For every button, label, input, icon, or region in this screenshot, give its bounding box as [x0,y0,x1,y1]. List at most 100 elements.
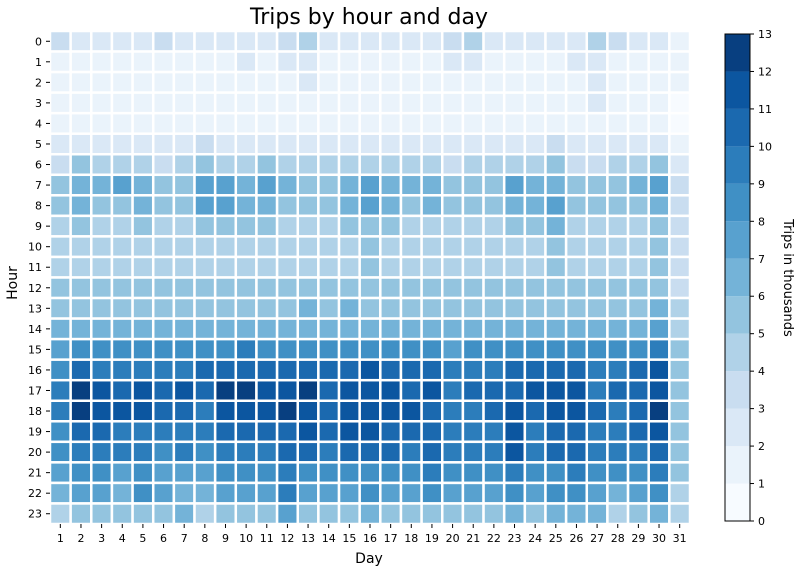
heatmap-cell [172,91,196,115]
heatmap-cell [337,358,361,382]
heatmap-cell [69,358,93,382]
y-tick-label: 21 [28,467,42,480]
heatmap-cell [420,173,444,197]
heatmap-cell [296,194,320,218]
heatmap-cell [69,276,93,300]
colorbar-swatch [725,183,750,222]
x-tick-label: 23 [508,532,522,545]
heatmap-cell [482,481,506,505]
colorbar-tick-label: 9 [758,178,765,191]
heatmap-cell [193,378,217,403]
heatmap-cell [523,296,547,320]
heatmap-cell [131,255,155,279]
heatmap-cell [172,502,196,526]
heatmap-cell [48,111,72,135]
heatmap-cell [131,502,155,526]
heatmap-cell [606,70,630,94]
x-tick-label: 28 [611,532,625,545]
heatmap-cell [585,255,609,279]
heatmap-cell [255,173,279,197]
heatmap-cell [131,214,155,238]
heatmap-cell [358,358,382,382]
heatmap-cell [420,481,444,505]
heatmap-cell [275,276,299,300]
heatmap-cell [275,420,299,444]
heatmap-cell [441,255,465,279]
x-tick-label: 14 [322,532,336,545]
heatmap-cell [668,194,692,218]
heatmap-cell [275,214,299,238]
heatmap-cell [441,481,465,505]
heatmap-cell [399,399,423,423]
heatmap-cell [275,317,299,341]
heatmap-cell [441,378,465,403]
heatmap-cell [110,255,134,279]
heatmap-cell [358,296,382,320]
heatmap-cell [668,214,692,238]
colorbar-tick-label: 10 [758,140,772,153]
heatmap-cell [296,214,320,238]
heatmap-cell [337,29,361,53]
heatmap-cell [296,132,320,156]
heatmap-cell [502,194,527,218]
heatmap-cell [296,440,320,464]
heatmap-cell [358,461,382,485]
heatmap-cell [213,420,238,444]
heatmap-cell [234,461,258,485]
heatmap-cell [213,235,238,259]
heatmap-cell [379,481,403,505]
heatmap-cell [337,173,361,197]
heatmap-cell [544,296,568,320]
heatmap-cell [48,276,72,300]
heatmap-cell [461,50,485,74]
heatmap-cell [193,91,217,115]
heatmap-cell [585,214,609,238]
y-tick-label: 17 [28,384,42,397]
heatmap-cell [172,378,196,403]
heatmap-cell [213,378,238,403]
heatmap-cell [379,91,403,115]
heatmap-cell [69,173,93,197]
heatmap-cell [296,317,320,341]
heatmap-cell [131,29,155,53]
heatmap-cell [585,461,609,485]
colorbar-tick-label: 6 [758,290,765,303]
x-tick-label: 20 [446,532,460,545]
heatmap-cell [668,337,692,361]
heatmap-cell [523,194,547,218]
heatmap-cell [131,50,155,74]
heatmap-cell [482,111,506,135]
heatmap-cell [544,358,568,382]
heatmap-cell [585,502,609,526]
heatmap-cell [172,255,196,279]
heatmap-cell [606,461,630,485]
heatmap-cell [668,461,692,485]
heatmap-cell [399,440,423,464]
heatmap-cell [379,276,403,300]
heatmap-cell [296,153,320,177]
heatmap-cell [151,502,176,526]
heatmap-cell [626,153,650,177]
y-tick-label: 13 [28,302,42,315]
heatmap-cell [296,378,320,403]
heatmap-cell [69,214,93,238]
heatmap-cell [110,461,134,485]
heatmap-cell [193,173,217,197]
heatmap-cell [379,378,403,403]
heatmap-cell [585,235,609,259]
heatmap-cell [193,214,217,238]
heatmap-cell [626,255,650,279]
heatmap-cell [151,235,176,259]
heatmap-cell [213,91,238,115]
heatmap-cell [296,502,320,526]
x-tick-label: 31 [673,532,687,545]
heatmap-cell [523,481,547,505]
y-tick-label: 23 [28,508,42,521]
heatmap-cell [668,440,692,464]
heatmap-cell [317,111,341,135]
heatmap-cell [296,173,320,197]
heatmap-cell [358,502,382,526]
heatmap-cell [193,70,217,94]
heatmap-cell [337,70,361,94]
heatmap-cell [544,194,568,218]
